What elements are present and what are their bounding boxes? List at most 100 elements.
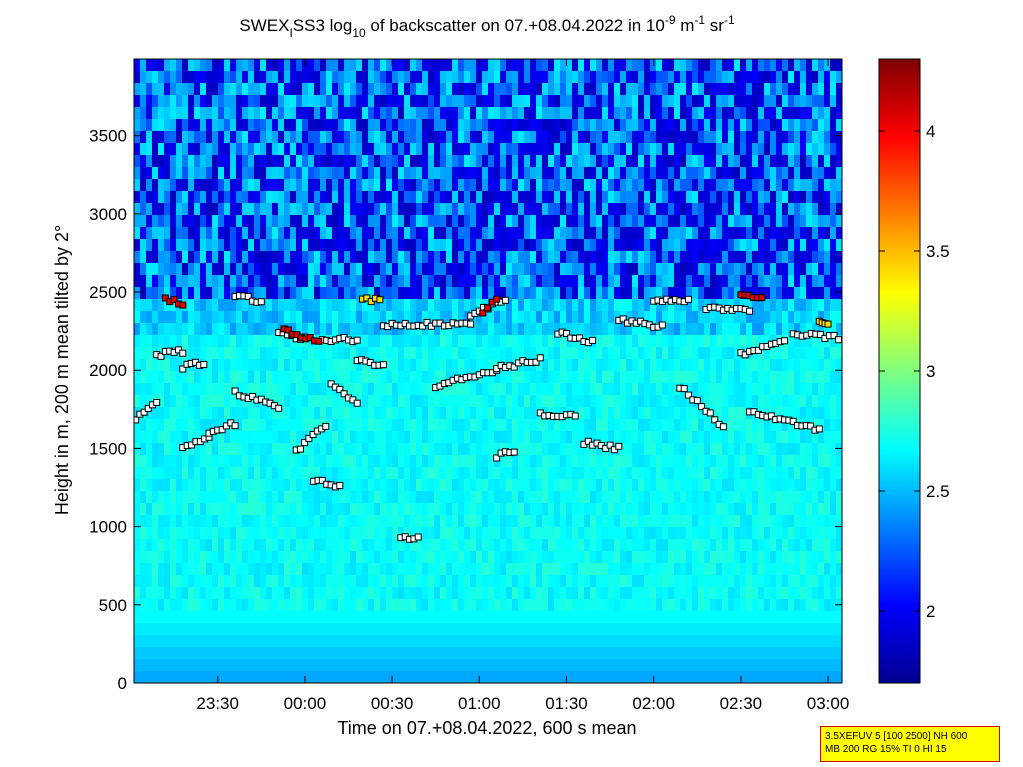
heatmap-cell	[482, 59, 489, 72]
heatmap-cell	[134, 563, 141, 576]
heatmap-cell	[548, 191, 555, 204]
heatmap-cell	[338, 347, 345, 360]
heatmap-cell	[656, 635, 663, 648]
heatmap-cell	[272, 563, 279, 576]
heatmap-cell	[266, 623, 273, 636]
heatmap-cell	[398, 215, 405, 228]
heatmap-cell	[530, 59, 537, 72]
heatmap-cell	[674, 503, 681, 516]
heatmap-cell	[386, 575, 393, 588]
heatmap-cell	[416, 83, 423, 96]
heatmap-cell	[548, 359, 555, 372]
heatmap-cell	[644, 407, 651, 420]
heatmap-cell	[500, 347, 507, 360]
heatmap-cell	[470, 251, 477, 264]
heatmap-cell	[584, 407, 591, 420]
heatmap-cell	[494, 659, 501, 672]
heatmap-cell	[338, 239, 345, 252]
heatmap-cell	[254, 119, 261, 132]
heatmap-cell	[272, 551, 279, 564]
heatmap-cell	[164, 143, 171, 156]
heatmap-cell	[614, 659, 621, 672]
heatmap-cell	[680, 311, 687, 324]
heatmap-cell	[560, 443, 567, 456]
heatmap-cell	[482, 215, 489, 228]
heatmap-cell	[170, 383, 177, 396]
heatmap-cell	[602, 371, 609, 384]
heatmap-cell	[464, 467, 471, 480]
heatmap-cell	[224, 191, 231, 204]
heatmap-cell	[380, 647, 387, 660]
heatmap-cell	[206, 455, 213, 468]
heatmap-cell	[446, 131, 453, 144]
heatmap-cell	[362, 479, 369, 492]
heatmap-cell	[434, 119, 441, 132]
heatmap-cell	[596, 191, 603, 204]
heatmap-cell	[698, 203, 705, 216]
heatmap-cell	[152, 563, 159, 576]
heatmap-cell	[530, 323, 537, 336]
heatmap-cell	[260, 575, 267, 588]
heatmap-cell	[506, 131, 513, 144]
heatmap-cell	[434, 647, 441, 660]
heatmap-cell	[644, 503, 651, 516]
heatmap-cell	[560, 251, 567, 264]
heatmap-cell	[686, 71, 693, 84]
heatmap-cell	[470, 659, 477, 672]
heatmap-cell	[404, 119, 411, 132]
heatmap-cell	[236, 227, 243, 240]
heatmap-cell	[140, 671, 147, 683]
heatmap-cell	[650, 635, 657, 648]
heatmap-cell	[548, 335, 555, 348]
heatmap-cell	[212, 599, 219, 612]
heatmap-cell	[602, 491, 609, 504]
heatmap-cell	[194, 227, 201, 240]
heatmap-cell	[464, 227, 471, 240]
heatmap-cell	[218, 371, 225, 384]
heatmap-cell	[368, 395, 375, 408]
heatmap-cell	[530, 455, 537, 468]
heatmap-cell	[704, 347, 711, 360]
heatmap-cell	[536, 443, 543, 456]
heatmap-cell	[530, 383, 537, 396]
heatmap-cell	[356, 179, 363, 192]
heatmap-cell	[266, 419, 273, 432]
heatmap-cell	[278, 479, 285, 492]
heatmap-cell	[188, 371, 195, 384]
heatmap-cell	[590, 179, 597, 192]
heatmap-cell	[380, 155, 387, 168]
heatmap-cell	[704, 659, 711, 672]
heatmap-cell	[680, 599, 687, 612]
heatmap-cell	[266, 671, 273, 683]
heatmap-cell	[686, 443, 693, 456]
heatmap-cell	[152, 419, 159, 432]
heatmap-cell	[266, 359, 273, 372]
heatmap-cell	[458, 311, 465, 324]
heatmap-cell	[614, 191, 621, 204]
heatmap-cell	[314, 215, 321, 228]
heatmap-cell	[290, 323, 297, 336]
heatmap-cell	[314, 611, 321, 624]
heatmap-cell	[182, 287, 189, 300]
heatmap-cell	[188, 671, 195, 683]
heatmap-cell	[434, 251, 441, 264]
heatmap-cell	[404, 659, 411, 672]
heatmap-cell	[182, 587, 189, 600]
heatmap-cell	[374, 395, 381, 408]
heatmap-cell	[230, 83, 237, 96]
heatmap-cell	[194, 575, 201, 588]
heatmap-cell	[206, 71, 213, 84]
heatmap-cell	[236, 443, 243, 456]
heatmap-cell	[602, 467, 609, 480]
heatmap-cell	[542, 335, 549, 348]
heatmap-cell	[656, 119, 663, 132]
heatmap-cell	[224, 215, 231, 228]
heatmap-cell	[560, 395, 567, 408]
heatmap-cell	[470, 479, 477, 492]
heatmap-cell	[206, 347, 213, 360]
heatmap-cell	[638, 299, 645, 312]
heatmap-cell	[608, 635, 615, 648]
heatmap-cell	[290, 311, 297, 324]
heatmap-cell	[698, 95, 705, 108]
heatmap-cell	[440, 83, 447, 96]
